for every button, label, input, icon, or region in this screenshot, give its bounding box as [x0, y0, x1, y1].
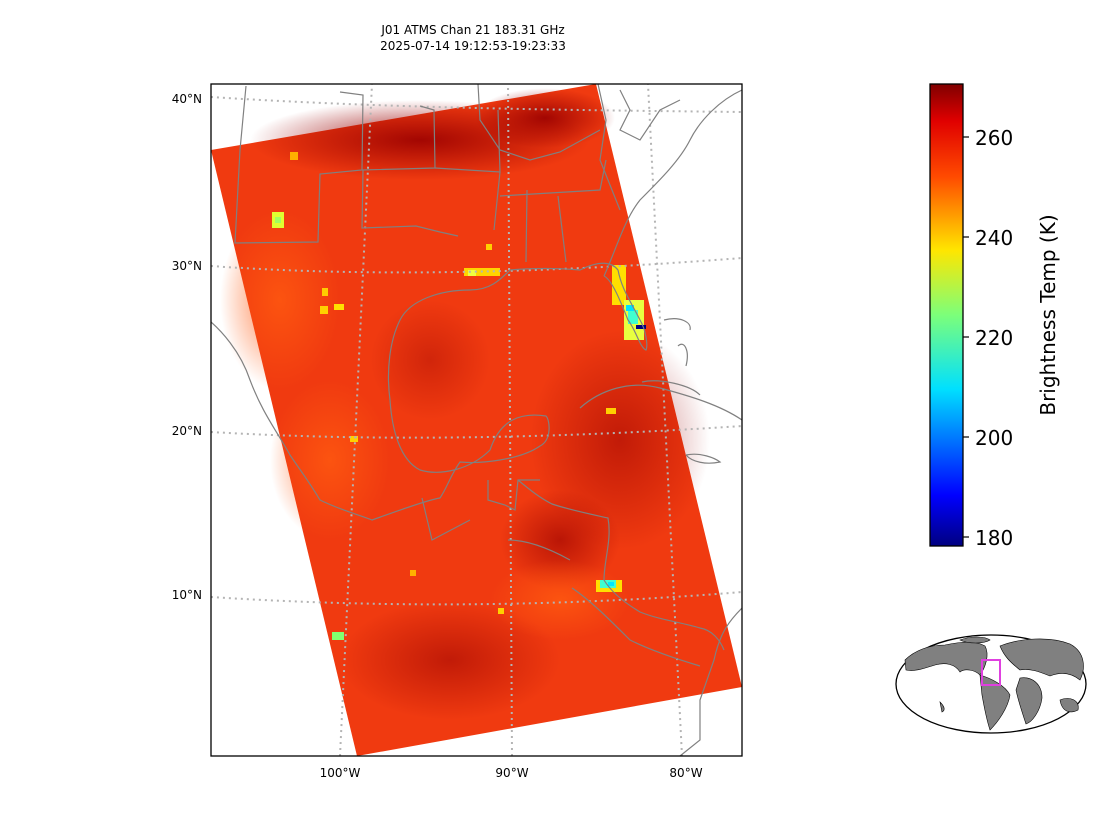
lon-label-80w: 80°W [669, 766, 702, 780]
lat-label-40: 40°N [172, 92, 202, 106]
map-frame [210, 83, 743, 757]
lon-label-100w: 100°W [320, 766, 361, 780]
plot-title-line-2: 2025-07-14 19:12:53-19:23:33 [380, 39, 566, 53]
plot-title-line-1: J01 ATMS Chan 21 183.31 GHz [381, 23, 565, 37]
coastlines [211, 84, 742, 756]
colorbar-tick-180: 180 [975, 526, 1013, 550]
inset-land [904, 636, 1084, 731]
colorbar: 260 240 220 200 180 Brightness Temp (K) [929, 83, 1060, 550]
colorbar-tick-260: 260 [975, 126, 1013, 150]
inset-swath-box [981, 659, 1001, 686]
lat-label-10: 10°N [172, 588, 202, 602]
colorbar-tick-200: 200 [975, 426, 1013, 450]
lon-label-90w: 90°W [495, 766, 528, 780]
inset-world-map [895, 634, 1087, 734]
swath-warm-regions [220, 88, 710, 720]
lat-label-30: 30°N [172, 259, 202, 273]
colorbar-ticks [963, 136, 969, 538]
map-panel: 40°N 30°N 20°N 10°N 100°W 90°W 80°W [172, 83, 743, 780]
colorbar-gradient [929, 83, 964, 547]
lat-label-20: 20°N [172, 424, 202, 438]
colorbar-tick-240: 240 [975, 226, 1013, 250]
gridlines [211, 84, 742, 756]
colorbar-label: Brightness Temp (K) [1036, 214, 1060, 415]
colorbar-tick-220: 220 [975, 326, 1013, 350]
